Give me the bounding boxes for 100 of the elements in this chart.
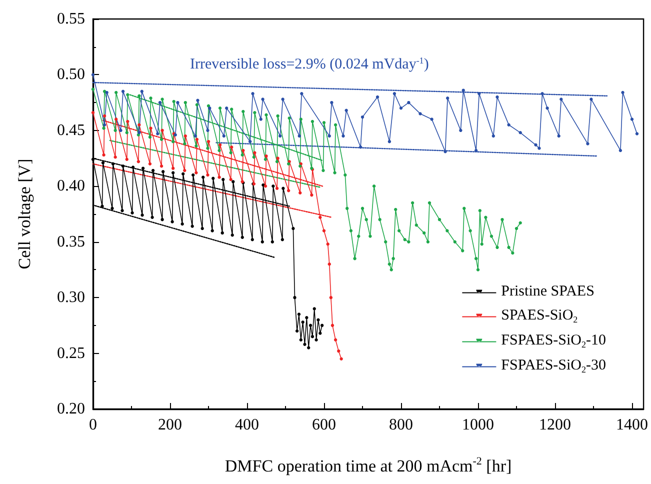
point <box>150 216 154 219</box>
point <box>110 206 114 210</box>
point <box>176 100 180 104</box>
point <box>91 111 95 114</box>
point <box>138 123 141 126</box>
point <box>316 318 320 322</box>
point <box>218 176 221 179</box>
point <box>114 156 117 159</box>
point <box>125 158 128 161</box>
point <box>206 140 210 144</box>
point <box>293 296 296 300</box>
point <box>183 168 186 172</box>
point <box>342 134 345 138</box>
point <box>630 118 634 121</box>
point <box>275 186 279 190</box>
point <box>260 240 264 244</box>
point <box>301 320 304 324</box>
point <box>210 229 214 232</box>
point <box>253 151 256 154</box>
point <box>621 90 624 94</box>
point <box>196 98 200 102</box>
point <box>192 173 195 177</box>
point <box>259 118 262 121</box>
point <box>200 226 204 230</box>
y-tick-label: 0.30 <box>57 289 85 306</box>
point <box>586 142 590 146</box>
point <box>229 178 232 182</box>
point <box>220 231 224 235</box>
point <box>318 332 322 335</box>
point <box>121 90 125 94</box>
point <box>149 126 152 130</box>
point <box>91 73 95 76</box>
x-tick-label: 1000 <box>462 416 494 434</box>
legend-label: Pristine SPAES <box>501 284 594 300</box>
point <box>140 90 144 94</box>
point <box>295 329 299 333</box>
y-tick-label: 0.35 <box>57 233 85 250</box>
point <box>195 138 199 141</box>
point <box>590 98 593 101</box>
point <box>358 146 362 149</box>
point <box>376 95 380 99</box>
point <box>635 132 639 136</box>
point <box>272 184 275 188</box>
point <box>337 349 340 353</box>
point <box>232 180 235 184</box>
point <box>276 156 280 160</box>
point <box>286 189 290 192</box>
point <box>300 92 304 96</box>
y-axis-title: Cell voltage [V] <box>15 158 34 270</box>
point <box>119 128 122 132</box>
point <box>298 191 302 194</box>
point <box>330 324 334 328</box>
point <box>148 162 152 166</box>
point <box>140 214 144 217</box>
point <box>444 150 447 154</box>
point <box>281 98 284 101</box>
x-tick-label: 0 <box>89 416 97 434</box>
point <box>459 128 462 132</box>
point <box>120 209 124 212</box>
y-tick-label: 0.50 <box>57 66 85 84</box>
point <box>101 161 105 164</box>
point <box>478 92 481 96</box>
y-tick-label: 0.40 <box>57 178 85 195</box>
point <box>194 134 198 138</box>
point <box>171 166 175 170</box>
point <box>208 106 212 110</box>
point <box>230 234 234 237</box>
point <box>310 334 314 338</box>
point <box>105 90 108 94</box>
x-tick-label: 1400 <box>616 416 648 434</box>
point <box>171 171 175 174</box>
y-tick-label: 0.20 <box>57 400 85 418</box>
y-tick-label: 0.25 <box>57 344 85 362</box>
x-tick-label: 800 <box>389 416 413 434</box>
point <box>446 96 450 100</box>
point <box>240 236 244 239</box>
point <box>330 100 334 104</box>
point <box>102 123 106 126</box>
point <box>141 166 145 170</box>
point <box>334 338 338 342</box>
point <box>507 123 510 126</box>
point <box>130 211 134 214</box>
point <box>121 164 125 168</box>
y-tick-label: 0.45 <box>57 122 85 139</box>
point <box>314 338 318 342</box>
point <box>170 220 174 224</box>
point <box>280 238 284 242</box>
x-tick-label: 1200 <box>539 416 571 434</box>
point <box>560 98 563 101</box>
point <box>181 172 185 176</box>
point <box>111 162 115 166</box>
point <box>538 146 541 150</box>
point <box>102 114 106 118</box>
point <box>156 132 160 136</box>
point <box>206 128 210 132</box>
point <box>292 226 295 230</box>
point <box>218 143 222 147</box>
point <box>250 238 254 242</box>
point <box>318 216 322 219</box>
point <box>557 134 560 138</box>
